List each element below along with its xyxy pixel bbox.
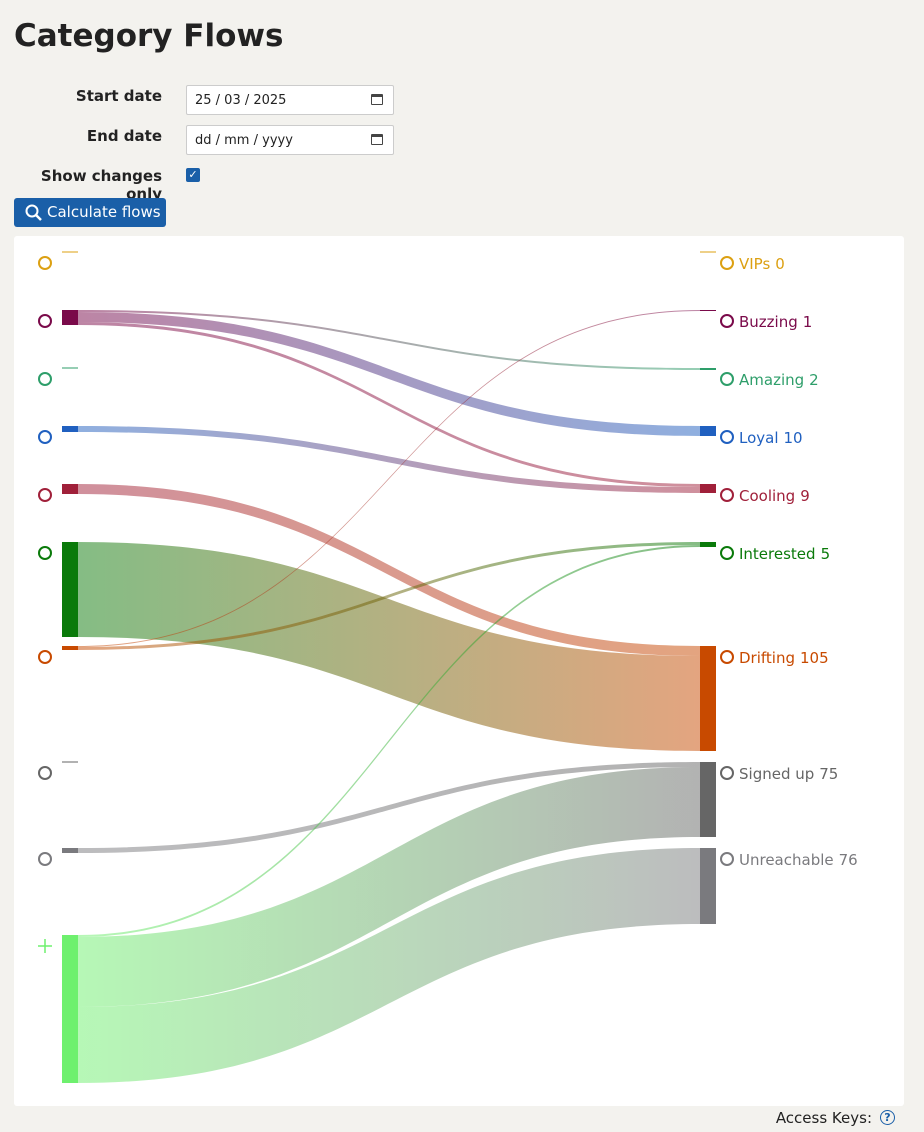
left-node (62, 646, 78, 650)
node-icon (720, 766, 734, 780)
node-icon (38, 314, 52, 328)
node-label: Buzzing 1 (739, 313, 812, 331)
flow (78, 426, 700, 493)
node-icon (720, 650, 734, 664)
changes-checkbox[interactable]: ✓ (186, 168, 200, 182)
node-count: 9 (800, 487, 810, 505)
node-count: 105 (800, 649, 829, 667)
node-label: Loyal 10 (739, 429, 803, 447)
calendar-icon (371, 94, 383, 105)
node-count: 10 (784, 429, 803, 447)
node-icon (720, 430, 734, 444)
end-date[interactable]: dd / mm / yyyy (186, 125, 394, 155)
right-node (700, 426, 716, 436)
flow (78, 767, 700, 1007)
node-name: Unreachable (739, 851, 834, 869)
node-count: 1 (803, 313, 813, 331)
node-name: Loyal (739, 429, 779, 447)
node-label: VIPs 0 (739, 255, 785, 273)
flow (78, 542, 700, 650)
node-count: 0 (775, 255, 785, 273)
sankey-card: VIPs 0 Buzzing 1 Amazing 2 Loyal 10 Cooling 9 Inte… (14, 236, 904, 1106)
node-name: VIPs (739, 255, 770, 273)
flow (78, 310, 700, 370)
flow (78, 312, 700, 436)
start-date[interactable]: 25 / 03 / 2025 (186, 85, 394, 115)
node-label: Drifting 105 (739, 649, 829, 667)
start-label: Start date (75, 87, 162, 105)
left-node (62, 848, 78, 853)
node-label: Signed up 75 (739, 765, 838, 783)
new-icon (38, 939, 52, 953)
node-name: Buzzing (739, 313, 798, 331)
sankey: VIPs 0 Buzzing 1 Amazing 2 Loyal 10 Cooling 9 Inte… (38, 251, 858, 1083)
flow (78, 322, 700, 487)
node-icon (38, 650, 52, 664)
node-name: Signed up (739, 765, 814, 783)
node-name: Interested (739, 545, 816, 563)
flow (78, 542, 700, 751)
right-node (700, 848, 716, 924)
right-node (700, 646, 716, 751)
node-count: 75 (819, 765, 838, 783)
search-icon (25, 204, 42, 221)
node-icon (38, 256, 52, 270)
node-count: 5 (821, 545, 831, 563)
node-icon (720, 314, 734, 328)
right-node (700, 310, 716, 311)
flow (78, 310, 700, 647)
left-node (62, 426, 78, 432)
node-icon (720, 256, 734, 270)
flow (78, 484, 700, 656)
node-count: 2 (809, 371, 819, 389)
node-name: Cooling (739, 487, 795, 505)
calculate-button[interactable]: Calculate flows (14, 198, 166, 227)
flow (78, 848, 700, 1083)
left-node (62, 484, 78, 494)
node-icon (720, 546, 734, 560)
node-label: Interested 5 (739, 545, 830, 563)
right-node (700, 368, 716, 370)
node-name: Drifting (739, 649, 795, 667)
start-value: 25 / 03 / 2025 (195, 93, 287, 108)
help-icon[interactable]: ? (880, 1110, 895, 1125)
node-label: Cooling 9 (739, 487, 810, 505)
right-node (700, 542, 716, 547)
button-text: Calculate flows (47, 203, 161, 221)
right-node (700, 762, 716, 837)
node-icon (38, 766, 52, 780)
node-count: 76 (839, 851, 858, 869)
end-label: End date (86, 127, 162, 145)
node-icon (38, 546, 52, 560)
flow (78, 762, 700, 853)
node-icon (38, 430, 52, 444)
node-icon (720, 372, 734, 386)
node-label: Unreachable 76 (739, 851, 858, 869)
left-node (62, 310, 78, 325)
node-icon (720, 852, 734, 866)
node-icon (38, 852, 52, 866)
page-title: Category Flows (14, 18, 284, 54)
node-name: Amazing (739, 371, 804, 389)
left-node (62, 542, 78, 637)
flow (78, 545, 700, 937)
node-icon (720, 488, 734, 502)
node-label: Amazing 2 (739, 371, 819, 389)
access-keys: Access Keys: (775, 1109, 872, 1127)
node-icon (38, 372, 52, 386)
left-node (62, 935, 78, 1083)
end-value: dd / mm / yyyy (195, 133, 293, 148)
node-icon (38, 488, 52, 502)
right-node (700, 484, 716, 493)
calendar-icon (371, 134, 383, 145)
